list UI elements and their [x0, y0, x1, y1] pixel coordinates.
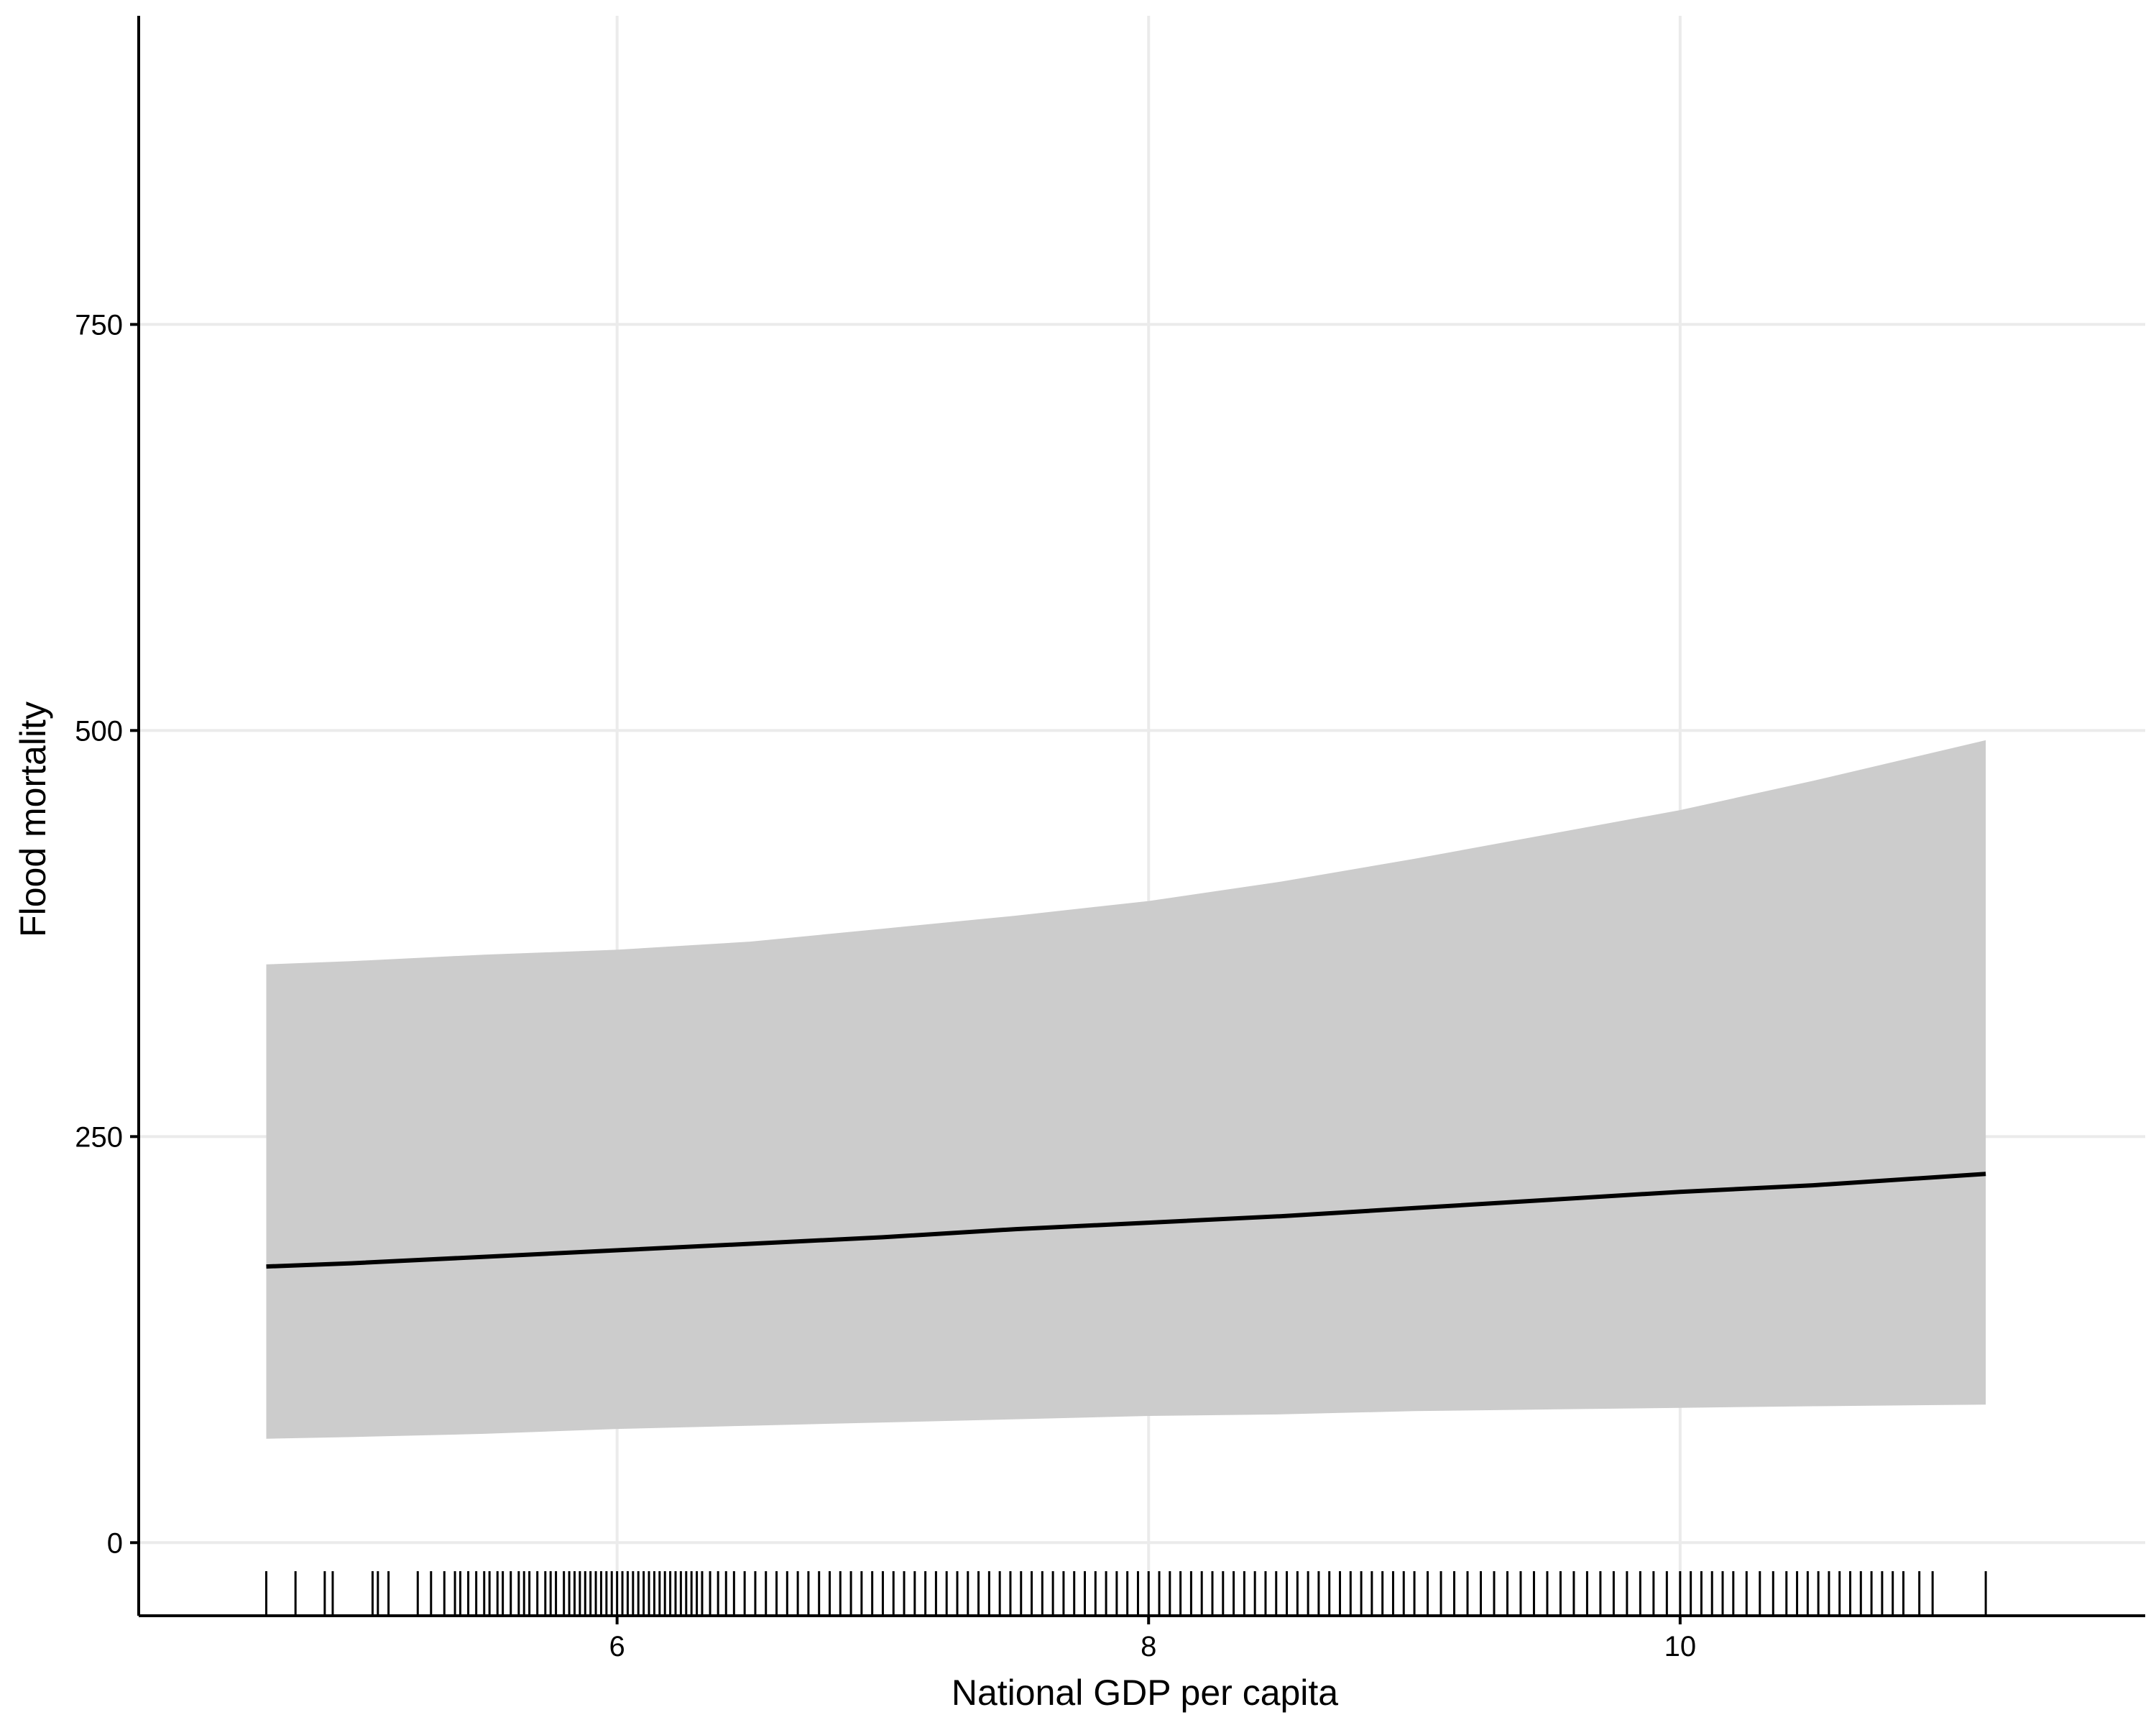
y-tick-label: 250	[75, 1121, 123, 1153]
x-tick-label: 6	[609, 1631, 625, 1662]
fit-line-layer	[266, 1172, 1986, 1269]
confidence-band-layer	[266, 740, 1986, 1439]
x-tick-label: 8	[1141, 1631, 1156, 1662]
y-tick-label: 0	[107, 1527, 123, 1559]
fit-line	[266, 1172, 1986, 1269]
y-tick-label: 500	[75, 715, 123, 747]
x-axis-title: National GDP per capita	[952, 1673, 1338, 1713]
y-tick-label: 750	[75, 309, 123, 341]
rug-layer	[265, 1571, 1987, 1616]
confidence-band	[266, 740, 1986, 1439]
axes: 6 8 10 0 250 500 750	[75, 16, 2145, 1662]
y-axis-title: Flood mortality	[13, 702, 53, 937]
x-tick-label: 10	[1664, 1631, 1697, 1662]
